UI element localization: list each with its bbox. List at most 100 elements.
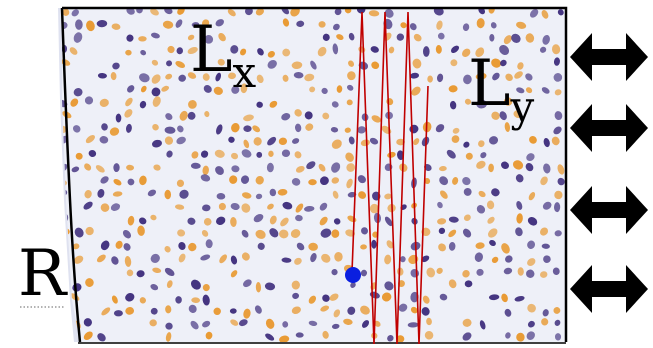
wave-blob	[360, 269, 368, 277]
wave-blob	[202, 294, 210, 306]
wave-blob	[322, 330, 329, 339]
wave-blob	[329, 293, 339, 301]
wave-blob	[384, 193, 392, 200]
wave-blob	[396, 138, 405, 146]
wave-blob	[280, 217, 289, 227]
wave-blob	[230, 270, 238, 278]
wave-blob	[310, 60, 317, 70]
wave-blob	[256, 151, 263, 158]
wave-blob	[164, 267, 175, 277]
wave-blob	[109, 127, 120, 136]
wave-blob	[187, 34, 195, 41]
wave-blob	[202, 284, 210, 292]
double-headed-arrow-icon	[570, 186, 648, 234]
wave-blob	[529, 9, 539, 18]
wave-blob	[347, 71, 356, 81]
wave-blob	[230, 255, 238, 265]
wave-blob	[243, 125, 252, 132]
wave-blob	[204, 35, 214, 44]
wave-blob	[295, 214, 303, 222]
wave-blob	[527, 240, 536, 249]
wave-blob	[346, 163, 356, 172]
wave-blob	[164, 136, 174, 145]
wave-blob	[230, 216, 237, 227]
wave-blob	[527, 320, 535, 328]
wave-blob	[435, 45, 442, 54]
wave-blob	[167, 45, 175, 54]
wave-blob	[86, 20, 95, 32]
wave-blob	[241, 229, 249, 238]
wave-blob	[333, 309, 341, 318]
wave-blob	[191, 22, 200, 28]
wave-blob	[278, 137, 288, 146]
wave-blob	[462, 48, 471, 58]
wave-blob	[265, 318, 275, 329]
wave-blob	[331, 177, 340, 184]
wave-blob	[491, 188, 500, 197]
wave-blob	[308, 179, 317, 186]
wave-blob	[62, 8, 70, 16]
wave-blob	[501, 293, 508, 303]
wave-blob	[267, 50, 275, 58]
wave-blob	[294, 109, 302, 117]
wave-blob	[200, 150, 209, 158]
wave-blob	[413, 33, 422, 42]
wave-blob	[360, 244, 367, 250]
wave-blob	[475, 72, 487, 80]
wave-blob	[525, 87, 533, 94]
ly-label-subscript: y	[510, 82, 535, 131]
wave-blob	[526, 153, 535, 162]
wave-blob	[463, 187, 472, 196]
wave-blob	[462, 176, 471, 186]
wave-blob	[344, 127, 351, 133]
wave-blob	[191, 151, 199, 159]
wave-blob	[166, 60, 173, 67]
wave-blob	[488, 163, 494, 173]
wave-blob	[321, 87, 328, 95]
wave-blob	[255, 175, 264, 185]
wave-blob	[462, 228, 472, 238]
wave-blob	[175, 61, 186, 68]
wave-blob	[512, 160, 524, 170]
wave-blob	[450, 45, 460, 53]
wave-blob	[475, 47, 485, 57]
wave-blob	[267, 203, 274, 210]
wave-blob	[257, 48, 264, 56]
wave-blob	[201, 230, 209, 237]
wave-blob	[541, 318, 549, 326]
wave-blob	[71, 166, 80, 173]
wave-blob	[73, 32, 83, 43]
wave-blob	[465, 152, 473, 160]
billiard-frame	[60, 6, 568, 343]
wave-blob	[279, 335, 290, 342]
wave-blob	[487, 228, 498, 238]
wave-blob	[281, 149, 291, 158]
lx-label-main: L	[190, 13, 233, 87]
wave-blob	[295, 123, 302, 133]
wave-blob	[99, 98, 109, 107]
wave-blob	[147, 189, 157, 197]
wave-blob	[554, 319, 561, 326]
wave-blob	[308, 320, 318, 326]
wave-blob	[557, 164, 565, 175]
wave-blob	[230, 45, 239, 54]
wave-blob	[357, 175, 366, 184]
wave-blob	[216, 192, 226, 200]
wave-blob	[83, 318, 92, 327]
wave-blob	[253, 137, 262, 146]
wave-blob	[489, 240, 496, 247]
wave-blob	[127, 178, 135, 186]
wave-blob	[361, 320, 370, 328]
wave-blob	[231, 85, 240, 94]
wave-blob	[213, 307, 221, 316]
wave-blob	[543, 137, 550, 148]
wave-blob	[292, 292, 300, 299]
wave-blob	[122, 229, 132, 239]
wave-blob	[388, 46, 395, 54]
wave-blob	[190, 162, 201, 169]
wave-blob	[113, 178, 122, 186]
wave-blob	[96, 20, 108, 28]
wave-blob	[464, 98, 472, 105]
wave-blob	[255, 193, 263, 200]
wave-blob	[218, 33, 226, 42]
